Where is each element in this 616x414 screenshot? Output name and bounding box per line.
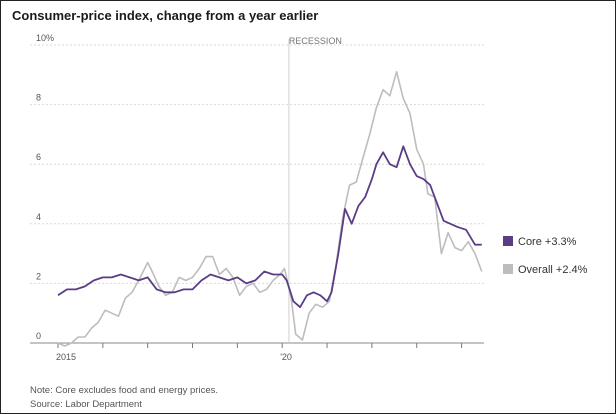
series-line: [57, 71, 483, 347]
x-tick-label: '20: [280, 352, 292, 362]
y-tick-label: 4: [36, 212, 41, 222]
y-tick-label: 2: [36, 271, 41, 281]
y-tick-label: 6: [36, 152, 41, 162]
legend-swatch: [503, 264, 513, 274]
recession-label: RECESSION: [289, 36, 342, 46]
legend-swatch: [503, 236, 513, 246]
x-tick-label: 2015: [56, 352, 76, 362]
y-tick-label: 10%: [36, 33, 54, 43]
y-tick-label: 8: [36, 93, 41, 103]
chart-source: Source: Labor Department: [30, 399, 142, 410]
legend-label: Overall +2.4%: [518, 264, 588, 276]
y-tick-label: 0: [36, 331, 41, 341]
chart-note: Note: Core excludes food and energy pric…: [30, 385, 218, 396]
series-line: [57, 145, 482, 309]
legend-label: Core +3.3%: [518, 236, 577, 248]
chart-title: Consumer-price index, change from a year…: [12, 8, 319, 23]
